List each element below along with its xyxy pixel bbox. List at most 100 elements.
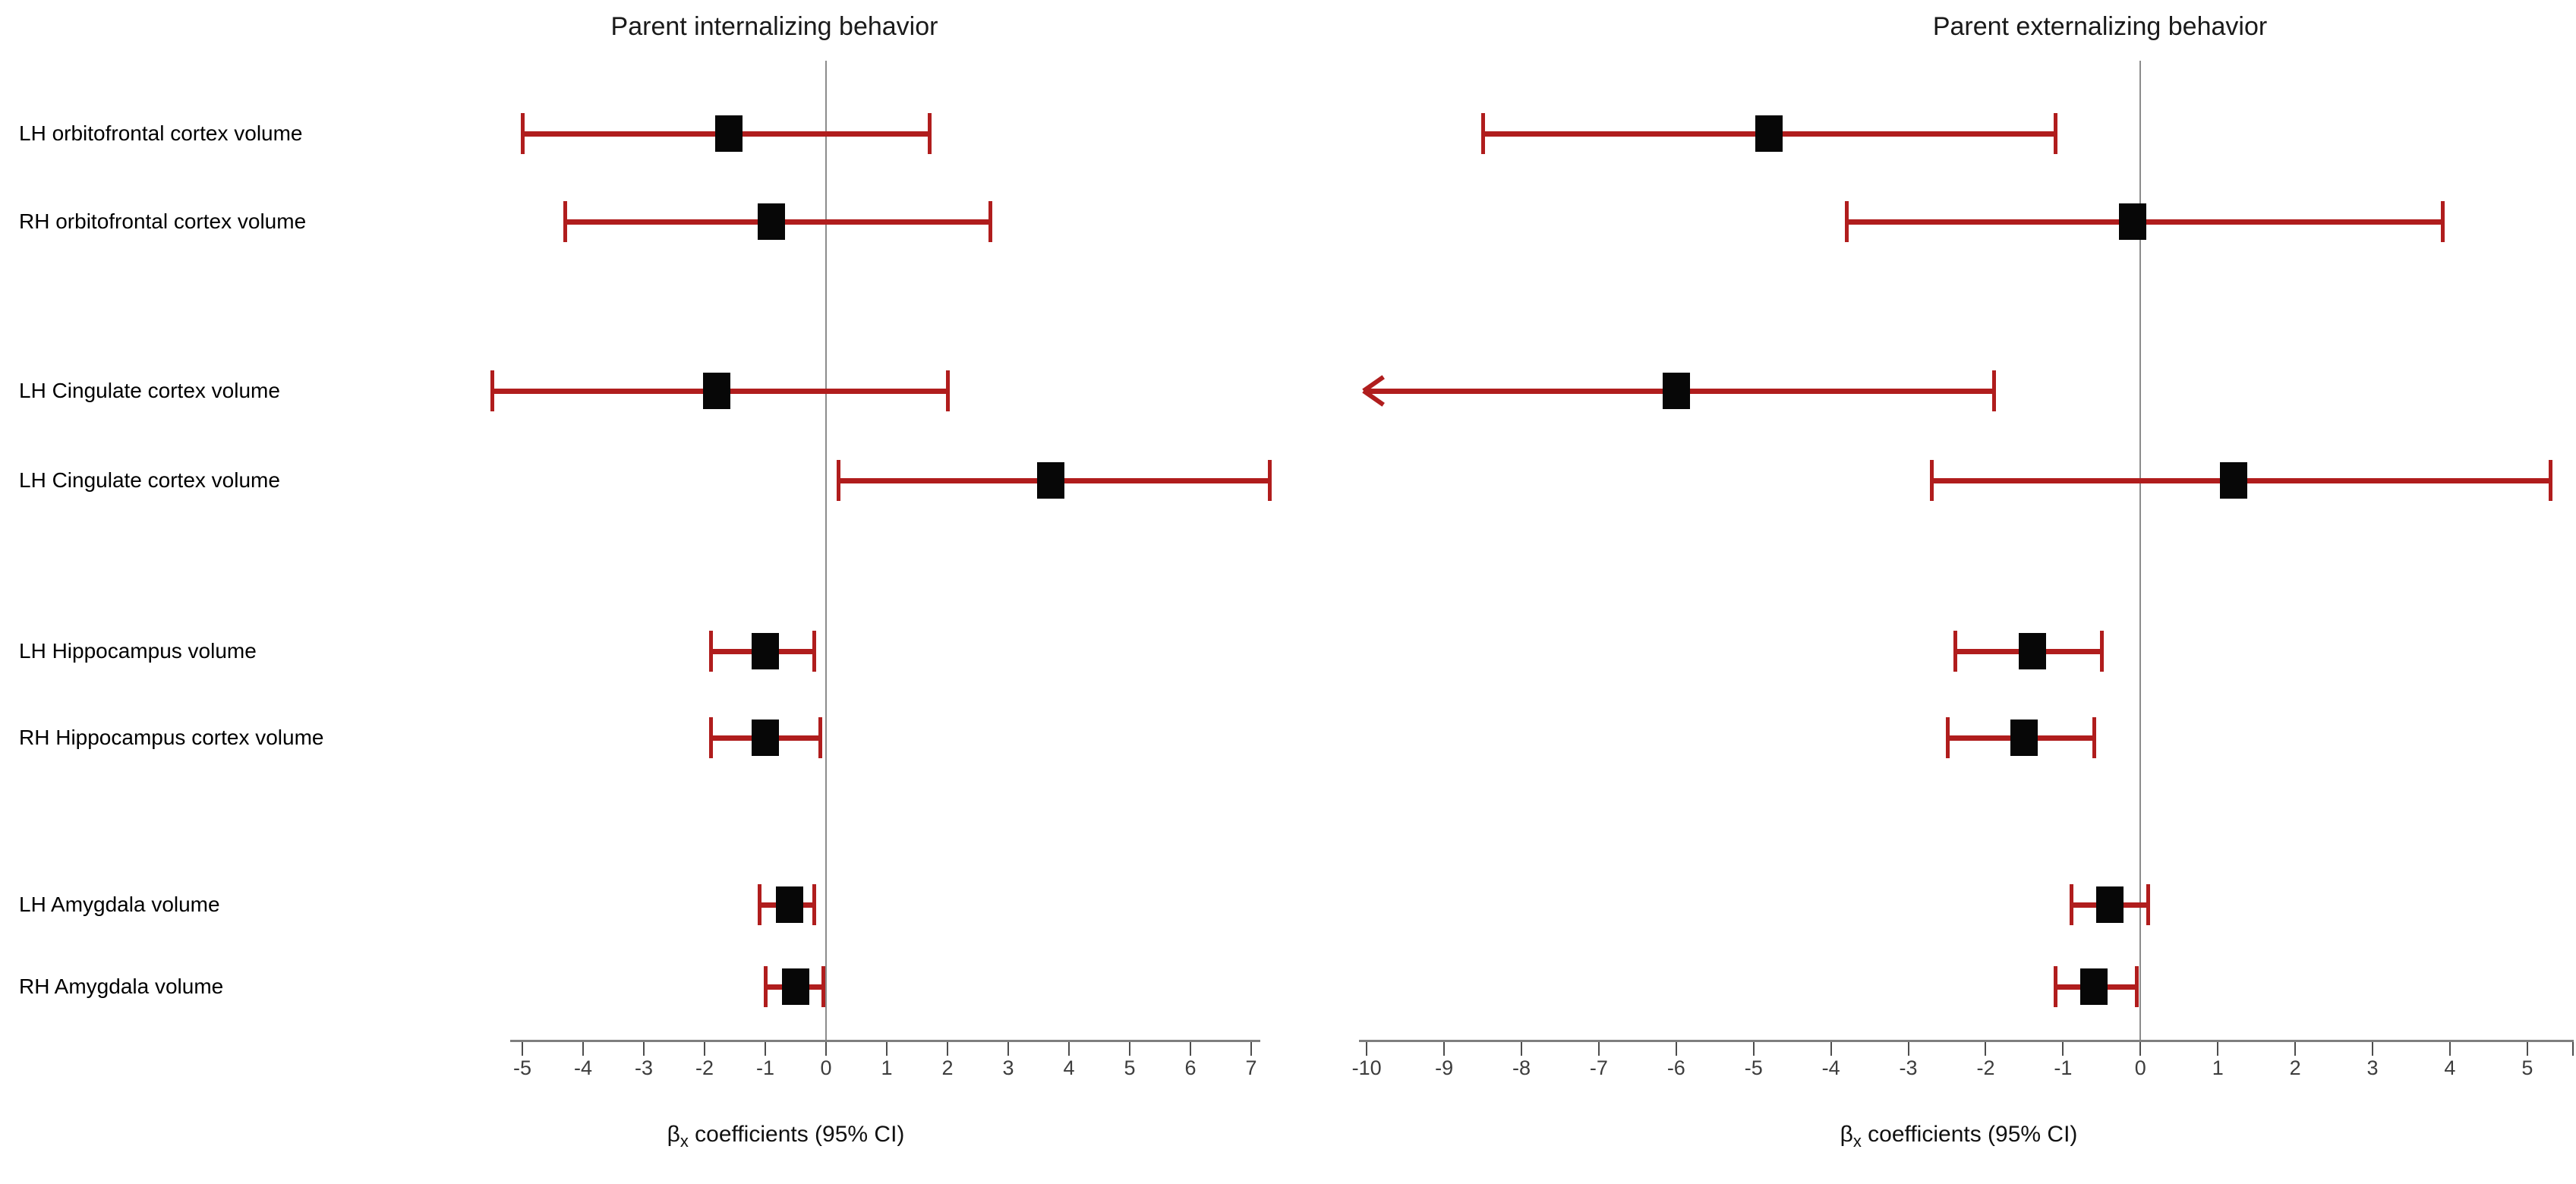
x-axis-tick <box>1675 1042 1677 1056</box>
ci-cap-right <box>946 370 950 411</box>
x-tick-label: 4 <box>1063 1056 1075 1079</box>
ci-arrow-stroke <box>1362 389 1385 407</box>
x-axis-tick <box>2372 1042 2374 1056</box>
x-axis-tick <box>2139 1042 2142 1056</box>
x-tick-label: -9 <box>1435 1056 1454 1079</box>
ci-cap-right <box>2135 966 2139 1007</box>
x-axis-tick <box>1366 1042 1368 1056</box>
ci-cap-right <box>2054 113 2058 154</box>
x-tick-label: 1 <box>2212 1056 2224 1079</box>
ci-cap-left <box>758 884 761 925</box>
panel-title-externalizing: Parent externalizing behavior <box>1932 12 2268 41</box>
x-tick-label: 3 <box>1002 1056 1014 1079</box>
x-tick-label: -2 <box>1976 1056 1995 1079</box>
x-axis-tick <box>2062 1042 2064 1056</box>
x-axis-tick <box>2217 1042 2219 1056</box>
x-tick-label: 0 <box>820 1056 832 1079</box>
ci-cap-right <box>1268 460 1272 501</box>
row-label: LH Cingulate cortex volume <box>19 468 280 492</box>
x-tick-label: -2 <box>695 1056 714 1079</box>
beta-point-marker <box>782 968 809 1005</box>
ci-cap-left <box>521 113 525 154</box>
x-axis-end-tick <box>2572 1042 2574 1056</box>
beta-point-marker <box>2095 886 2124 923</box>
beta-symbol: β <box>1840 1122 1853 1147</box>
x-axis-tick <box>643 1042 645 1056</box>
ci-cap-right <box>2549 460 2553 501</box>
x-tick-label: 1 <box>881 1056 893 1079</box>
beta-point-marker <box>758 203 785 240</box>
row-label: RH Hippocampus cortex volume <box>19 726 324 749</box>
x-tick-label: -10 <box>1351 1056 1382 1079</box>
row-label: LH Amygdala volume <box>19 893 220 916</box>
x-axis-tick <box>1443 1042 1446 1056</box>
x-axis-tick <box>582 1042 584 1056</box>
ci-cap-left <box>837 460 840 501</box>
x-axis-tick <box>704 1042 705 1056</box>
x-tick-label: 5 <box>2521 1056 2533 1079</box>
panel-title-internalizing: Parent internalizing behavior <box>610 12 938 41</box>
x-tick-label: 2 <box>2289 1056 2301 1079</box>
beta-symbol: β <box>667 1122 680 1147</box>
x-axis-tick <box>1129 1042 1130 1056</box>
x-axis-tick <box>1907 1042 1909 1056</box>
ci-cap-right <box>928 113 932 154</box>
beta-subscript: x <box>679 1132 689 1151</box>
x-axis-tick <box>1985 1042 1987 1056</box>
ci-cap-left <box>1945 717 1950 758</box>
x-axis-title-internalizing: βx coefficients (95% CI) <box>667 1122 905 1151</box>
x-axis-tick <box>1250 1042 1252 1056</box>
x-tick-label: 7 <box>1245 1056 1257 1079</box>
ci-cap-left <box>764 966 768 1007</box>
beta-point-marker <box>2010 720 2038 756</box>
x-tick-label: 4 <box>2444 1056 2456 1079</box>
ci-cap-right <box>1991 370 1996 411</box>
x-tick-label: 2 <box>941 1056 954 1079</box>
beta-point-marker <box>1755 115 1783 152</box>
x-axis-tick <box>1597 1042 1600 1056</box>
row-label: RH Amygdala volume <box>19 975 224 998</box>
x-axis-tick <box>1007 1042 1009 1056</box>
beta-point-marker <box>2219 462 2247 499</box>
x-axis-tick <box>2448 1042 2451 1056</box>
x-tick-label: -6 <box>1666 1056 1685 1079</box>
x-axis-tick <box>2294 1042 2297 1056</box>
ci-cap-right <box>2146 884 2151 925</box>
ci-cap-left <box>709 631 713 672</box>
ci-cap-right <box>2092 717 2097 758</box>
x-tick-label: 5 <box>1124 1056 1136 1079</box>
x-axis-tick <box>522 1042 523 1056</box>
beta-point-marker <box>715 115 743 152</box>
ci-cap-right <box>2440 201 2445 242</box>
x-axis-tick <box>2526 1042 2528 1056</box>
beta-point-marker <box>1037 462 1064 499</box>
ci-cap-right <box>812 884 816 925</box>
ci-cap-left <box>1930 460 1934 501</box>
beta-point-marker <box>1662 373 1690 409</box>
ci-cap-left <box>1845 201 1849 242</box>
x-tick-label: -5 <box>1744 1056 1763 1079</box>
x-tick-label: -5 <box>512 1056 532 1079</box>
beta-point-marker <box>2018 633 2046 669</box>
x-tick-label: -1 <box>2054 1056 2073 1079</box>
ci-cap-right <box>812 631 816 672</box>
x-axis-tick <box>1190 1042 1191 1056</box>
ci-arrow-left <box>1362 375 1391 407</box>
zero-gridline <box>825 61 827 1040</box>
beta-point-marker <box>703 373 730 409</box>
ci-cap-left <box>2054 966 2058 1007</box>
x-tick-label: 3 <box>2366 1056 2379 1079</box>
x-axis-line <box>510 1040 1260 1042</box>
zero-gridline <box>2139 61 2142 1040</box>
x-axis-tick <box>1521 1042 1522 1056</box>
ci-cap-right <box>2100 631 2105 672</box>
ci-cap-left <box>1481 113 1486 154</box>
ci-cap-left <box>563 201 567 242</box>
beta-point-marker <box>752 633 779 669</box>
x-tick-label: -8 <box>1512 1056 1531 1079</box>
row-label: RH orbitofrontal cortex volume <box>19 209 307 233</box>
x-tick-label: -3 <box>1899 1056 1918 1079</box>
x-axis-title-externalizing: βx coefficients (95% CI) <box>1840 1122 2078 1151</box>
x-axis-tick <box>825 1042 827 1056</box>
ci-cap-left <box>490 370 494 411</box>
